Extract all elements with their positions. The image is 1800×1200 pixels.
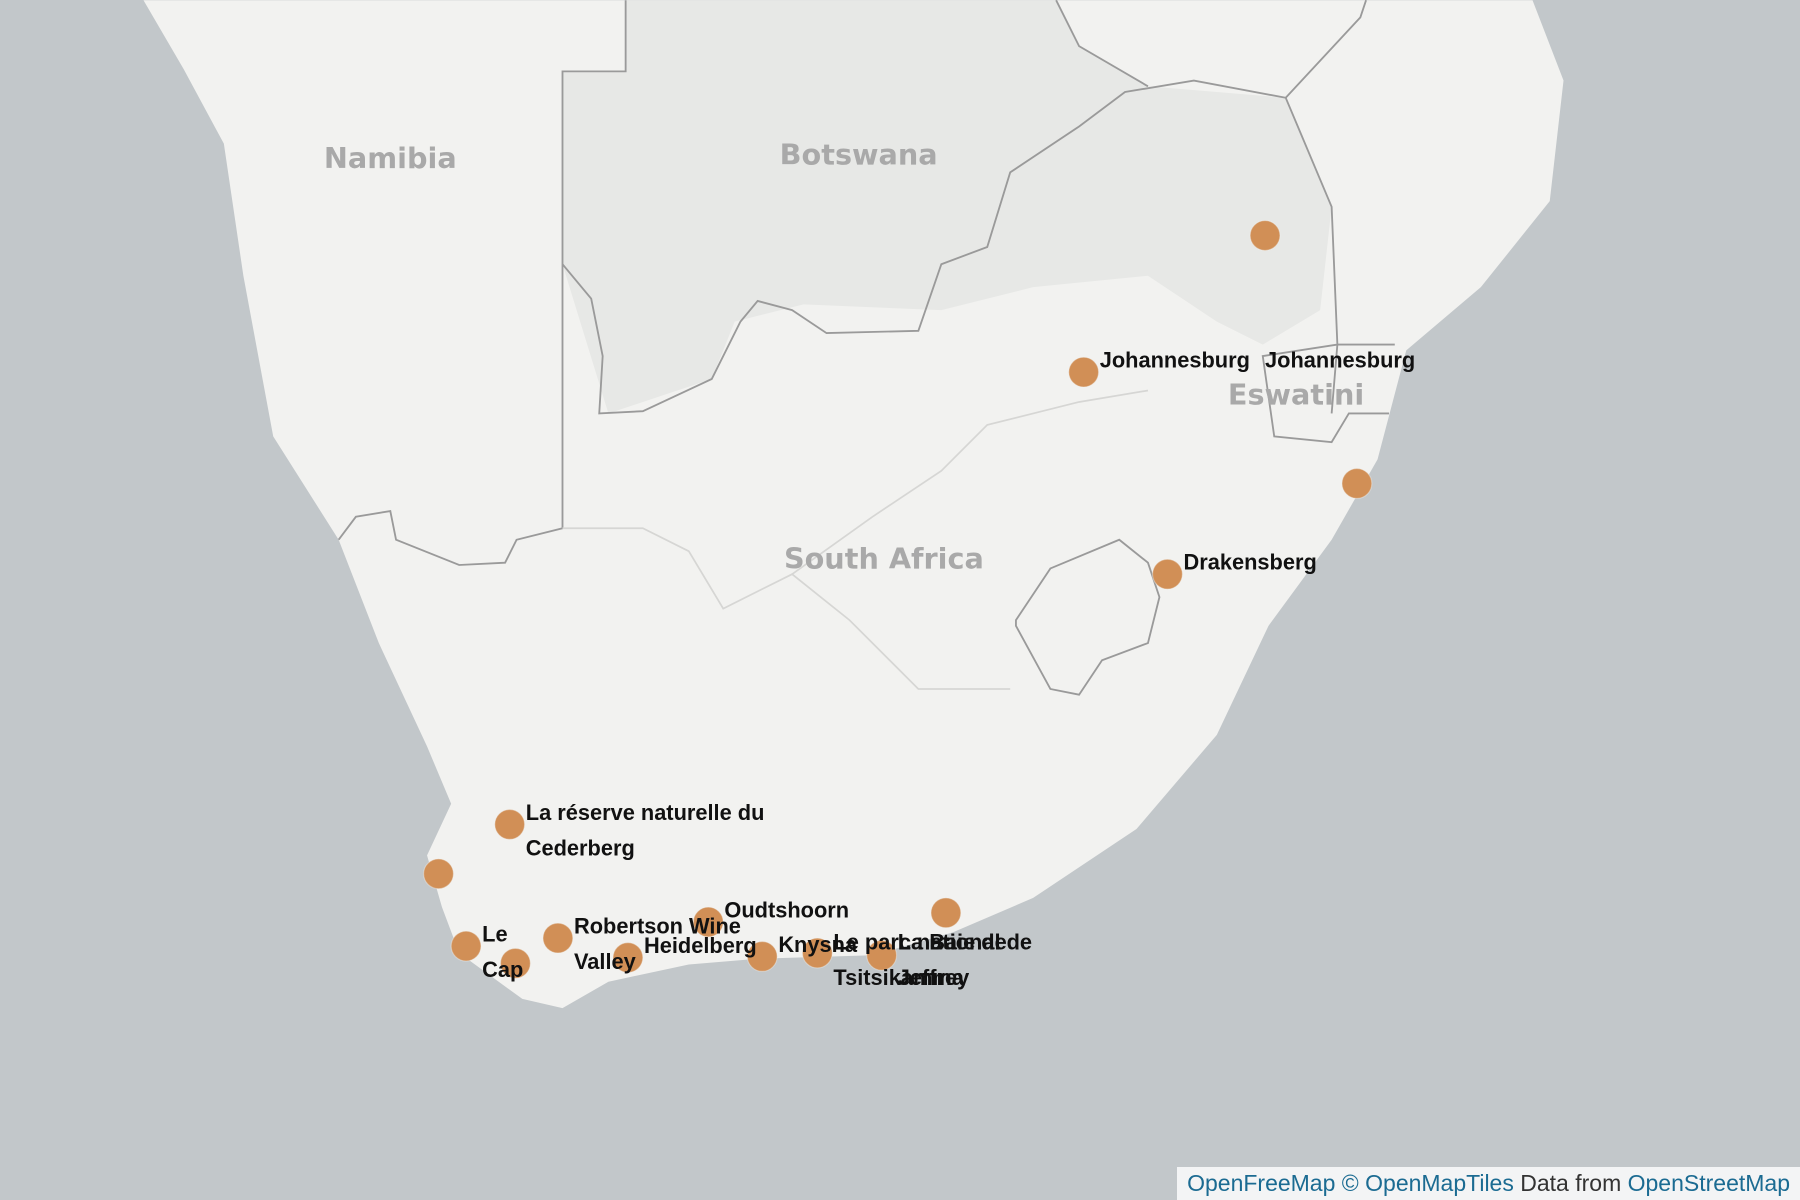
marker <box>1068 356 1100 388</box>
attribution-link[interactable]: © OpenMapTiles <box>1341 1170 1514 1196</box>
marker <box>494 808 526 840</box>
label-line: La réserve naturelle du <box>526 800 765 825</box>
country-labels: Namibia Botswana South Africa Eswatini <box>324 137 1364 575</box>
label-line: Jeffrey <box>898 965 969 990</box>
markers <box>423 220 1373 979</box>
border <box>1055 0 1367 99</box>
attribution-link[interactable]: OpenFreeMap <box>1187 1170 1336 1196</box>
border <box>561 79 1390 444</box>
label-line: Valley <box>574 949 636 974</box>
marker-label: Oudtshoorn <box>724 897 849 922</box>
attribution-text: Data from <box>1520 1170 1622 1196</box>
borders <box>337 0 1395 696</box>
marker <box>801 937 833 969</box>
marker <box>1249 220 1281 252</box>
marker-label: Drakensberg <box>1184 550 1317 575</box>
label-line: Robertson Wine <box>574 913 741 938</box>
label-line: Tsitsikamma <box>833 965 964 990</box>
land-shade <box>562 0 1332 414</box>
label-line: Heidelberg <box>644 933 757 958</box>
label-line: La Baie de <box>898 930 1007 955</box>
country-label: Botswana <box>780 137 938 171</box>
rivers <box>562 389 1149 690</box>
marker <box>612 942 644 974</box>
marker <box>499 947 531 979</box>
marker-label: Johannesburg <box>1265 348 1415 373</box>
marker <box>746 940 778 972</box>
label-line: Le <box>482 922 507 947</box>
marker-label: Robertson Wine Valley <box>574 913 741 974</box>
marker-label: Le parc national de Tsitsikamma <box>833 930 1032 991</box>
marker-label: La réserve naturelle du Cederberg <box>526 800 765 861</box>
marker-label: Heidelberg <box>644 933 757 958</box>
marker <box>450 930 482 962</box>
border <box>1015 538 1161 696</box>
country-label: South Africa <box>784 541 984 575</box>
border <box>337 0 627 566</box>
river <box>791 389 1149 575</box>
label-line: Drakensberg <box>1184 550 1317 575</box>
marker <box>930 897 962 929</box>
marker-label: Le Cap <box>482 922 523 983</box>
label-line: Oudtshoorn <box>724 897 849 922</box>
attribution: OpenFreeMap © OpenMapTiles Data from Ope… <box>1177 1167 1800 1200</box>
label-line: Johannesburg <box>1100 348 1250 373</box>
attribution-link[interactable]: OpenStreetMap <box>1627 1170 1790 1196</box>
marker <box>1151 558 1183 590</box>
marker <box>866 939 898 971</box>
marker-labels: Johannesburg Johannesburg Drakensberg La ré… <box>482 348 1415 991</box>
river <box>562 527 1011 690</box>
label-line: Le parc national de <box>833 930 1032 955</box>
label-line: Johannesburg <box>1265 348 1415 373</box>
marker <box>1341 467 1373 499</box>
marker <box>542 922 574 954</box>
label-line: Cap <box>482 957 523 982</box>
marker-label: Knysna <box>778 932 858 957</box>
marker-label: Johannesburg <box>1100 348 1250 373</box>
label-line: Knysna <box>778 932 858 957</box>
country-label: Namibia <box>324 141 457 175</box>
label-line: Cederberg <box>526 835 635 860</box>
marker <box>423 858 455 890</box>
border <box>1330 343 1395 414</box>
marker-label: La Baie de Jeffrey <box>898 930 1007 991</box>
shade-region <box>562 0 1332 414</box>
country-label: Eswatini <box>1228 377 1364 411</box>
marker <box>692 906 724 938</box>
